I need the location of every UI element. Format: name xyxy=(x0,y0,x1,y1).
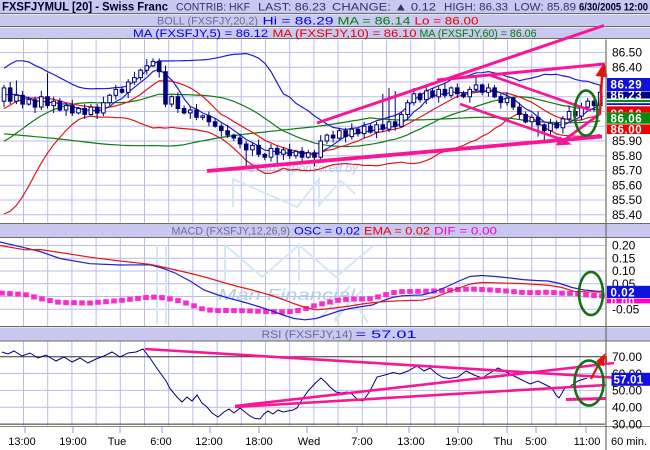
svg-text:6:00: 6:00 xyxy=(150,436,171,448)
svg-text:Hi = 86.29: Hi = 86.29 xyxy=(263,16,334,28)
svg-text:0.00: 0.00 xyxy=(611,297,636,309)
svg-text:85.70: 85.70 xyxy=(612,164,642,178)
svg-text:0.02: 0.02 xyxy=(611,287,636,299)
svg-text:OSC = 0.02: OSC = 0.02 xyxy=(294,226,360,238)
svg-text:85.80: 85.80 xyxy=(612,149,642,163)
svg-text:HIGH: 86.33: HIGH: 86.33 xyxy=(444,2,508,14)
svg-text:57.01: 57.01 xyxy=(614,374,644,386)
svg-text:85.50: 85.50 xyxy=(612,193,642,207)
svg-text:13:00: 13:00 xyxy=(8,436,36,448)
svg-text:0.20: 0.20 xyxy=(612,239,636,253)
svg-text:BOLL (FXSFJY,20,2): BOLL (FXSFJY,20,2) xyxy=(157,16,258,28)
svg-text:11:00: 11:00 xyxy=(574,436,601,448)
svg-text:19:00: 19:00 xyxy=(445,436,473,448)
svg-text:CONTRIB: HKF: CONTRIB: HKF xyxy=(176,2,250,14)
svg-text:MA (FXSFJY,10) = 86.10: MA (FXSFJY,10) = 86.10 xyxy=(273,28,417,40)
svg-text:FXSFJYMUL [20] - Swiss Franc: FXSFJYMUL [20] - Swiss Franc xyxy=(2,2,169,14)
svg-text:40.00: 40.00 xyxy=(612,400,642,414)
svg-text:DIF = 0.00: DIF = 0.00 xyxy=(434,226,497,238)
svg-text:86.29: 86.29 xyxy=(611,80,643,92)
svg-text:CHANGE: ▲ 0.12: CHANGE: ▲ 0.12 xyxy=(332,2,436,14)
svg-text:60 min.: 60 min. xyxy=(611,436,647,448)
svg-text:12:00: 12:00 xyxy=(195,436,223,448)
svg-text:86.06: 86.06 xyxy=(611,113,643,125)
svg-text:Wed: Wed xyxy=(298,436,320,448)
svg-text:0.15: 0.15 xyxy=(612,251,636,265)
svg-text:Thu: Thu xyxy=(494,436,513,448)
svg-text:MA (FXSFJY,5) = 86.12: MA (FXSFJY,5) = 86.12 xyxy=(133,28,268,40)
svg-text:19:00: 19:00 xyxy=(59,436,87,448)
svg-text:= 57.01: = 57.01 xyxy=(356,329,417,341)
svg-text:0.10: 0.10 xyxy=(612,264,636,278)
svg-text:6/30/2005 12:00: 6/30/2005 12:00 xyxy=(579,2,648,14)
svg-text:13:00: 13:00 xyxy=(397,436,425,448)
svg-text:RSI (FXSFJY,14): RSI (FXSFJY,14) xyxy=(262,329,353,341)
svg-text:Man Financial: Man Financial xyxy=(218,287,356,304)
svg-text:86.50: 86.50 xyxy=(612,46,642,60)
svg-text:86.40: 86.40 xyxy=(612,60,642,74)
svg-text:86.00: 86.00 xyxy=(611,125,643,137)
svg-text:EMA = 0.02: EMA = 0.02 xyxy=(364,226,430,238)
svg-text:Tue: Tue xyxy=(108,436,127,448)
svg-text:70.00: 70.00 xyxy=(612,350,642,364)
svg-text:18:00: 18:00 xyxy=(245,436,273,448)
svg-text:30.00: 30.00 xyxy=(612,417,642,431)
svg-text:86.10: 86.10 xyxy=(611,109,643,121)
svg-text:85.60: 85.60 xyxy=(612,179,642,193)
svg-text:LOW: 85.89: LOW: 85.89 xyxy=(514,2,576,14)
svg-text:50.00: 50.00 xyxy=(612,384,642,398)
svg-text:-0.05: -0.05 xyxy=(612,302,640,316)
svg-text:5:00: 5:00 xyxy=(525,436,546,448)
svg-text:MA (FXSFJY,60) = 86.06: MA (FXSFJY,60) = 86.06 xyxy=(420,28,537,40)
svg-text:LAST: 86.23: LAST: 86.23 xyxy=(258,2,326,14)
svg-text:Lo = 86.00: Lo = 86.00 xyxy=(415,16,479,28)
svg-text:MA = 86.14: MA = 86.14 xyxy=(338,16,411,28)
svg-text:MACD (FXSFJY,12,26,9): MACD (FXSFJY,12,26,9) xyxy=(172,226,291,238)
svg-text:86.23: 86.23 xyxy=(611,90,643,102)
svg-text:85.90: 85.90 xyxy=(612,134,642,148)
svg-text:7:00: 7:00 xyxy=(351,436,372,448)
svg-text:85.40: 85.40 xyxy=(612,208,642,222)
